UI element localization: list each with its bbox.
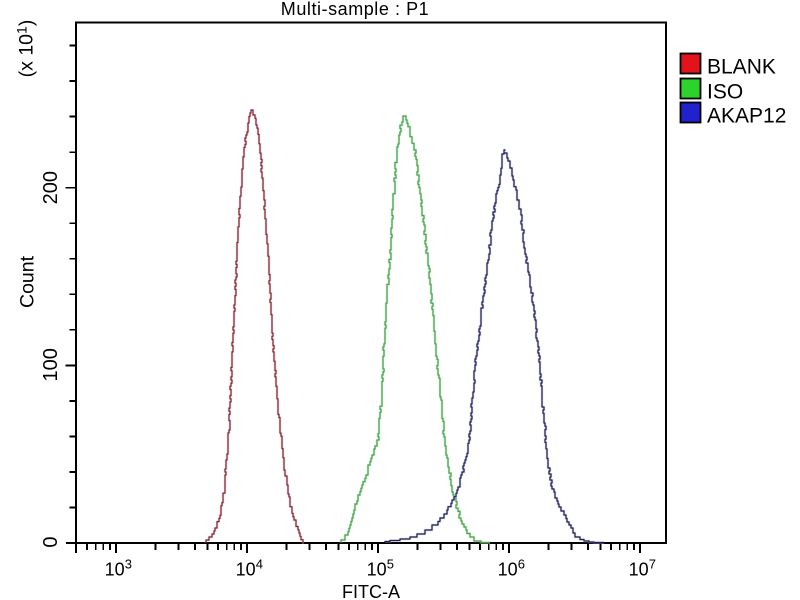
svg-text:100: 100 [40, 348, 62, 381]
svg-text:(x 101): (x 101) [14, 20, 38, 78]
svg-text:0: 0 [40, 536, 62, 547]
svg-text:200: 200 [40, 171, 62, 204]
svg-text:AKAP12: AKAP12 [707, 105, 786, 128]
svg-text:ISO: ISO [707, 81, 743, 104]
svg-text:Count: Count [17, 255, 39, 308]
svg-text:FITC-A: FITC-A [342, 582, 400, 600]
svg-text:Multi-sample : P1: Multi-sample : P1 [281, 0, 429, 19]
svg-text:BLANK: BLANK [707, 56, 776, 79]
